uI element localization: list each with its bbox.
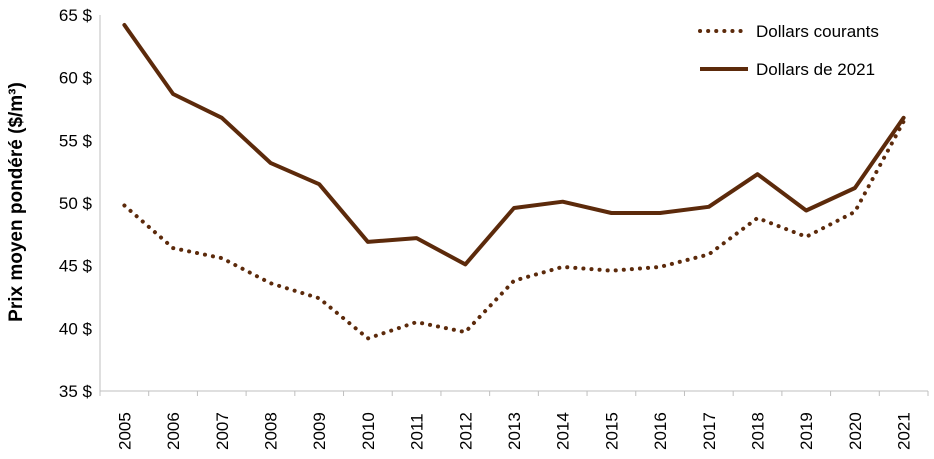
x-tick-labels: 2005 2006 2007 2008 2009 2010 2011 2012 2013 2014… — [99, 391, 929, 450]
y-tick-labels: 35 $ 40 $ 45 $ 50 $ 55 $ 60 $ 65 $ — [59, 6, 93, 401]
series-lines — [122, 23, 906, 341]
y-axis-label: Prix moyen pondéré ($/m³) — [6, 82, 27, 322]
x-tick-label: 2021 — [895, 412, 914, 450]
y-tick-label: 35 $ — [59, 382, 93, 401]
x-tick-label: 2019 — [797, 412, 816, 450]
series-line-dollars-courants — [122, 119, 906, 341]
x-tick-label: 2020 — [846, 412, 865, 450]
y-tick-label: 45 $ — [59, 257, 93, 276]
y-tick-label: 55 $ — [59, 131, 93, 150]
legend-label: Dollars de 2021 — [756, 60, 875, 79]
x-tick-label: 2015 — [602, 412, 621, 450]
x-tick-label: 2016 — [651, 412, 670, 450]
x-tick-label: 2018 — [749, 412, 768, 450]
x-tick-label: 2013 — [505, 412, 524, 450]
x-tick-label: 2011 — [408, 413, 427, 450]
x-tick-label: 2012 — [456, 412, 475, 450]
y-tick-label: 60 $ — [59, 69, 93, 88]
y-tick-label: 40 $ — [59, 319, 93, 338]
legend-label: Dollars courants — [756, 22, 879, 41]
axes — [99, 15, 928, 392]
series-line-dollars-2021 — [122, 23, 906, 267]
x-tick-label: 2007 — [213, 412, 232, 450]
x-tick-label: 2006 — [164, 412, 183, 450]
legend: Dollars courants Dollars de 2021 — [698, 22, 879, 79]
x-tick-label: 2009 — [310, 412, 329, 450]
x-tick-label: 2005 — [115, 412, 134, 450]
y-tick-label: 50 $ — [59, 194, 93, 213]
x-tick-label: 2008 — [261, 412, 280, 450]
x-tick-label: 2014 — [554, 412, 573, 450]
x-tick-label: 2017 — [700, 412, 719, 450]
y-tick-label: 65 $ — [59, 6, 93, 25]
x-tick-label: 2010 — [359, 412, 378, 450]
